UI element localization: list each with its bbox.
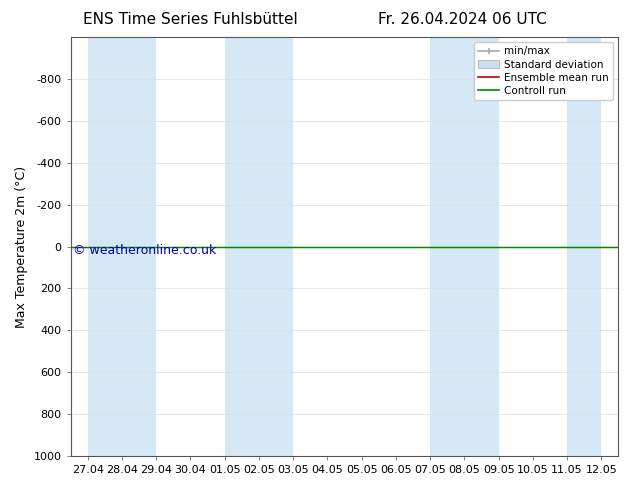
Y-axis label: Max Temperature 2m (°C): Max Temperature 2m (°C) [15,166,28,328]
Bar [567,37,602,456]
Bar [430,37,498,456]
Text: ENS Time Series Fuhlsbüttel: ENS Time Series Fuhlsbüttel [83,12,297,27]
Bar [87,37,156,456]
Text: Fr. 26.04.2024 06 UTC: Fr. 26.04.2024 06 UTC [378,12,547,27]
Text: © weatheronline.co.uk: © weatheronline.co.uk [74,245,217,257]
Bar [224,37,293,456]
Legend: min/max, Standard deviation, Ensemble mean run, Controll run: min/max, Standard deviation, Ensemble me… [474,42,613,100]
